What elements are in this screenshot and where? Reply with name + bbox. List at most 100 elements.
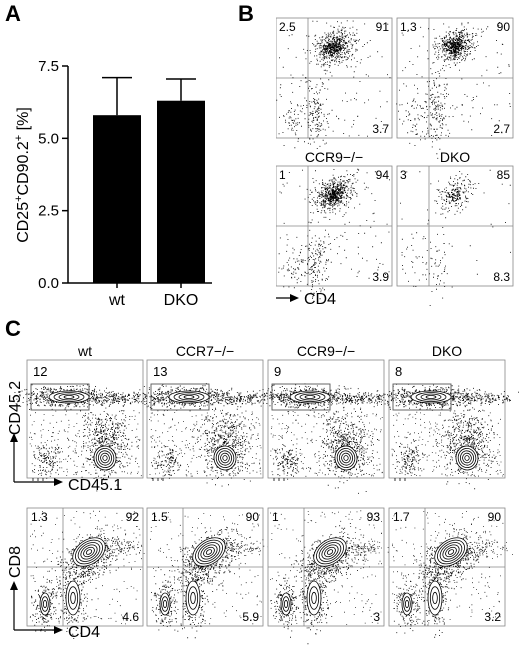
density-contour (420, 393, 442, 401)
density-contour (192, 537, 226, 567)
flow-plot-b: wt 2.5 91 3.7 (275, 1, 393, 167)
density-contour (200, 544, 218, 560)
scatter-events (394, 440, 425, 475)
density-contour (72, 537, 106, 567)
density-contour (42, 599, 48, 609)
quadrant-value: 90 (497, 20, 511, 34)
quadrant-value: 3.7 (372, 122, 389, 136)
bar-chart-plot: 0.0 2.5 5.0 7.5 wt DKO (38, 58, 212, 309)
plot-title: DKO (440, 149, 470, 165)
y-tick-label: 2.5 (38, 203, 59, 220)
scatter-events (32, 442, 62, 479)
scatter-events (368, 383, 490, 410)
density-contour (195, 539, 223, 565)
density-contour (41, 596, 49, 612)
y-tick-label: 7.5 (38, 58, 59, 75)
column-title: CCR7−/− (176, 343, 234, 359)
density-contour (311, 591, 317, 605)
scatter-events (50, 524, 127, 596)
quadrant-value: 1.3 (31, 510, 48, 524)
density-contour (173, 392, 205, 402)
density-contour (215, 448, 235, 468)
density-contour (190, 591, 196, 605)
panel-b: wt 2.5 91 3.7 CCR7−/− 1.3 90 2.7 CCR9−/− 1 94 3.9 DK… (250, 1, 516, 312)
density-contour (85, 549, 93, 555)
density-contour (341, 452, 351, 464)
density-contour (95, 448, 115, 468)
density-contour (187, 586, 199, 610)
y-arrow-head (10, 433, 18, 442)
density-contour (439, 542, 463, 562)
x-arrow-head (54, 626, 63, 634)
flow-plot-c-bottom: 1 933 (267, 507, 392, 645)
flow-plot-c-top: 13 (128, 359, 281, 487)
quadrant-value: 94 (376, 168, 390, 182)
density-contour (183, 395, 195, 399)
gate-value: 9 (274, 364, 281, 379)
panel-a-label: A (5, 1, 21, 26)
density-contour (294, 392, 326, 402)
density-contour (53, 392, 85, 402)
gate-box (30, 383, 90, 411)
column-title: CCR9−/− (297, 343, 355, 359)
plot-area: 3 85 8.3 (396, 165, 514, 312)
density-contour (63, 395, 75, 399)
flow-plot-b: CCR7−/− 1.3 90 2.7 (396, 1, 514, 159)
x-axis-label: CD4 (68, 624, 100, 641)
gate-value: 8 (395, 364, 402, 379)
density-contour (318, 542, 342, 562)
density-contour (462, 452, 472, 464)
density-contour (321, 544, 339, 560)
density-contour (313, 537, 347, 567)
density-contour (97, 450, 113, 466)
y-axis-label: CD25+CD90.2+ [%] (13, 107, 32, 243)
density-contour (442, 544, 460, 560)
x-arrow-head (290, 294, 299, 302)
density-contour (213, 445, 237, 471)
flow-plot-c-bottom: 1.5 90 5.9 (146, 507, 272, 639)
plot-frame (267, 359, 385, 479)
column-title: DKO (432, 343, 462, 359)
density-contour (178, 393, 200, 401)
quadrant-value: 90 (488, 510, 502, 524)
density-contour (205, 549, 213, 555)
quadrant-value: 1.7 (393, 510, 410, 524)
density-contour (217, 450, 233, 466)
density-contour (403, 596, 411, 612)
density-contour (100, 452, 110, 464)
bottom-axis-arrows: CD8 CD4 (7, 546, 100, 641)
density-contour (316, 539, 344, 565)
plot-title: wt (326, 16, 341, 17)
density-contour (67, 586, 79, 610)
quadrant-value: 4.6 (122, 610, 139, 624)
quadrant-value: 1.5 (151, 510, 168, 524)
scatter-events (422, 212, 453, 312)
plot-area: 2.5 91 3.7 (275, 17, 393, 167)
density-contour (203, 546, 215, 558)
plot-frame (388, 359, 506, 479)
density-contour (299, 393, 321, 401)
y-axis-label: CD45.2 (7, 381, 24, 435)
density-contour (162, 599, 168, 609)
quadrant-value: 90 (246, 510, 260, 524)
x-axis-label: CD4 (304, 291, 336, 306)
density-contour (445, 546, 457, 558)
y-tick-label: 5.0 (38, 130, 59, 147)
scatter-events (321, 182, 346, 205)
quadrant-value: 93 (367, 510, 381, 524)
scatter-events (444, 188, 465, 204)
scatter-events (413, 519, 490, 598)
flow-plot-c-top: 8 (368, 359, 519, 490)
quadrant-value: 1 (279, 168, 286, 182)
scatter-events (430, 171, 485, 219)
density-contour (283, 599, 289, 609)
bar (157, 100, 205, 283)
gate-box (392, 383, 452, 411)
panel-b-label: B (238, 1, 254, 26)
density-contour (93, 445, 117, 471)
scatter-events (461, 537, 513, 558)
density-contour (434, 537, 468, 567)
scatter-events (192, 403, 259, 487)
quadrant-value: 1 (272, 510, 279, 524)
y-axis-label: CD8 (7, 546, 24, 578)
